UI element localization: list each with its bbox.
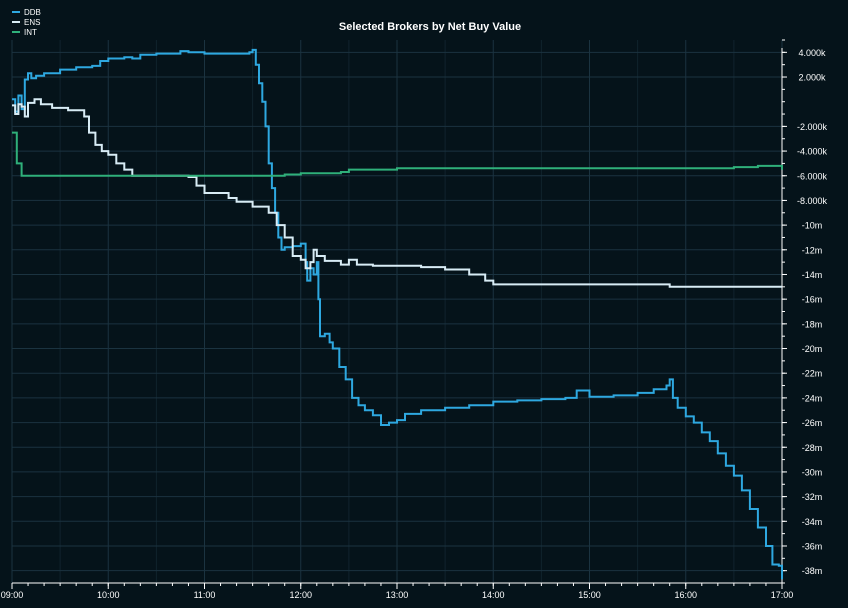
y-tick-label: -28m: [802, 443, 823, 453]
y-tick-label: -14m: [802, 270, 823, 280]
series-line-ens: [12, 98, 782, 288]
legend-label-int: INT: [24, 28, 37, 37]
y-tick-label: -30m: [802, 467, 823, 477]
y-tick-label: 4.000k: [798, 48, 826, 58]
series-line-int: [12, 131, 783, 177]
x-tick-label: 15:00: [578, 590, 601, 600]
y-tick-label: 2.000k: [798, 73, 826, 83]
y-tick-label: -38m: [802, 566, 823, 576]
y-tick-label: -6.000k: [797, 171, 828, 181]
y-tick-label: -26m: [802, 418, 823, 428]
x-tick-label: 12:00: [289, 590, 312, 600]
y-tick-label: -18m: [802, 319, 823, 329]
y-tick-label: -36m: [802, 541, 823, 551]
x-tick-label: 11:00: [194, 590, 216, 600]
y-tick-label: -4.000k: [797, 147, 828, 157]
y-tick-label: -22m: [802, 369, 823, 379]
x-tick-label: 16:00: [674, 590, 697, 600]
y-tick-label: -20m: [802, 344, 823, 354]
chart-title: Selected Brokers by Net Buy Value: [339, 21, 521, 33]
x-tick-label: 14:00: [482, 590, 505, 600]
y-tick-label: -32m: [802, 492, 823, 502]
series-line-ddb: [12, 48, 783, 580]
x-tick-label: 09:00: [1, 590, 24, 600]
y-tick-label: -10m: [802, 221, 823, 231]
x-tick-label: 13:00: [386, 590, 409, 600]
y-tick-label: -24m: [802, 393, 823, 403]
legend-label-ddb: DDB: [24, 8, 41, 17]
x-tick-label: 10:00: [97, 590, 120, 600]
series-lines: [12, 48, 783, 580]
y-tick-label: -34m: [802, 517, 823, 527]
x-tick-label: 17:00: [771, 590, 794, 600]
axes: 4.000k 2.000k -2.000k -4.000k -6.000k -8.000k…: [1, 39, 828, 600]
y-tick-label: -12m: [802, 245, 823, 255]
grid-lines: [11, 40, 783, 583]
y-tick-label: -2.000k: [797, 122, 828, 132]
y-tick-label: -8.000k: [797, 196, 828, 206]
legend-label-ens: ENS: [24, 18, 40, 27]
y-tick-label: -16m: [802, 295, 823, 305]
